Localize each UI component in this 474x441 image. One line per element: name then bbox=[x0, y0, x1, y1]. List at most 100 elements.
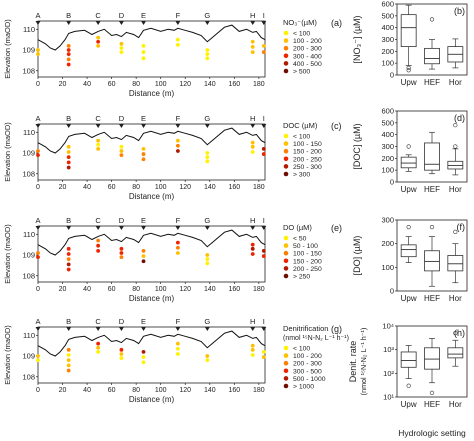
category-label: HEF bbox=[424, 294, 440, 303]
legend-label: 200 - 300 bbox=[293, 46, 322, 53]
legend-label: 100 - 200 bbox=[293, 353, 322, 360]
legend-units: (nmol ¹⁵N-N₂ L⁻¹ h⁻¹) bbox=[283, 335, 349, 342]
sample-point bbox=[250, 343, 255, 348]
legend-swatch bbox=[283, 68, 289, 74]
sample-point bbox=[119, 255, 124, 260]
legend-swatch bbox=[283, 353, 289, 358]
x-axis-label: Distance (m) bbox=[129, 395, 175, 404]
sample-point bbox=[36, 48, 40, 52]
sample-point bbox=[175, 138, 180, 143]
section-marker bbox=[175, 21, 181, 25]
section-label: E bbox=[141, 216, 146, 225]
panel-label: (f) bbox=[457, 222, 466, 232]
plot-frame bbox=[396, 325, 468, 398]
sample-point bbox=[66, 262, 71, 267]
sample-point bbox=[66, 358, 71, 363]
legend-label: 100 - 150 bbox=[293, 141, 322, 148]
sample-point bbox=[96, 39, 101, 44]
outlier-point bbox=[429, 225, 435, 230]
x-tick-label: 0 bbox=[36, 184, 40, 191]
panel-label: (e) bbox=[331, 223, 342, 233]
y-tick-label: 400 bbox=[381, 23, 394, 32]
section-label: D bbox=[119, 114, 125, 123]
section-marker bbox=[261, 327, 267, 331]
sample-point bbox=[119, 41, 124, 46]
box-panel-2: 0 100 200 300 400 500 600 [DOC] (µM) Upw HEF Hor (d… bbox=[352, 107, 468, 194]
sample-point bbox=[250, 246, 255, 251]
x-tick-label: 120 bbox=[179, 81, 191, 88]
section-label: F bbox=[176, 216, 181, 225]
legend-swatch bbox=[283, 171, 289, 177]
sample-point bbox=[175, 149, 180, 153]
sample-point bbox=[175, 341, 180, 346]
sample-point bbox=[261, 355, 266, 359]
category-label: Upw bbox=[401, 294, 417, 303]
sample-point bbox=[175, 346, 180, 351]
sample-point bbox=[250, 45, 255, 49]
section-label: F bbox=[176, 11, 181, 20]
x-axis-label: Distance (m) bbox=[129, 89, 175, 98]
sample-point bbox=[205, 48, 210, 52]
y-tick-label: 10⁴ bbox=[382, 322, 394, 331]
legend-label: 200 - 250 bbox=[293, 156, 322, 163]
section-marker bbox=[141, 226, 147, 230]
sample-point bbox=[36, 255, 40, 260]
x-tick-label: 100 bbox=[155, 184, 167, 191]
legend-label: 300 - 500 bbox=[293, 368, 322, 375]
x-tick-label: 80 bbox=[132, 387, 140, 394]
sample-point bbox=[96, 238, 101, 243]
section-label: H bbox=[250, 114, 255, 123]
legend-swatch bbox=[283, 383, 289, 389]
panel-label: (h) bbox=[454, 328, 465, 338]
riverbed-profile-line bbox=[37, 127, 266, 154]
legend-label: 400 - 500 bbox=[293, 61, 322, 68]
sample-point bbox=[175, 240, 180, 245]
box-iqr bbox=[424, 47, 440, 65]
riverbed-profile-line bbox=[37, 229, 266, 256]
sample-point bbox=[66, 62, 71, 67]
category-label: Hor bbox=[449, 78, 462, 87]
section-label: D bbox=[119, 216, 125, 225]
box-iqr bbox=[447, 255, 464, 272]
section-marker bbox=[118, 21, 124, 25]
x-tick-label: 100 bbox=[155, 286, 167, 293]
y-tick-label: 10² bbox=[383, 369, 394, 378]
legend-label: 150 - 200 bbox=[293, 149, 322, 156]
sample-point bbox=[119, 46, 124, 50]
sample-point bbox=[250, 347, 255, 352]
section-marker bbox=[35, 327, 41, 331]
x-tick-label: 140 bbox=[204, 184, 216, 191]
category-label: Hor bbox=[449, 185, 462, 194]
category-label: HEF bbox=[424, 78, 440, 87]
sample-point bbox=[250, 252, 255, 256]
section-label: F bbox=[176, 114, 181, 123]
y-tick-label: 100 bbox=[381, 59, 394, 68]
sample-point bbox=[141, 349, 146, 354]
sample-point bbox=[205, 354, 210, 358]
y-axis-label: Elevation (maOD) bbox=[3, 325, 12, 385]
sample-point bbox=[205, 358, 210, 363]
outlier-point bbox=[429, 390, 435, 395]
outlier-point bbox=[406, 144, 411, 149]
section-label: G bbox=[204, 216, 210, 225]
y-axis-units: (nmol ¹⁵N-N₂ L⁻¹ h⁻¹) bbox=[359, 328, 368, 396]
sample-point bbox=[250, 150, 255, 154]
riverbed-profile-line bbox=[37, 330, 266, 357]
legend-swatch bbox=[283, 30, 289, 36]
y-tick-label: 0 bbox=[390, 178, 394, 187]
y-tick-label: 109 bbox=[22, 352, 35, 361]
y-tick-label: 110 bbox=[23, 331, 35, 340]
y-tick-label: 300 bbox=[381, 142, 394, 151]
legend-title: NO₃⁻(µM) bbox=[283, 18, 317, 27]
section-label: G bbox=[204, 11, 210, 20]
section-marker bbox=[141, 124, 147, 128]
x-tick-label: 40 bbox=[83, 184, 91, 191]
y-tick-label: 200 bbox=[381, 239, 394, 248]
panel-label: (b) bbox=[454, 6, 465, 16]
legend-swatch bbox=[283, 133, 289, 139]
outlier-point bbox=[453, 331, 458, 336]
sample-point bbox=[66, 165, 71, 170]
sample-point bbox=[141, 146, 146, 151]
legend-label: 300 - 400 bbox=[293, 53, 322, 60]
